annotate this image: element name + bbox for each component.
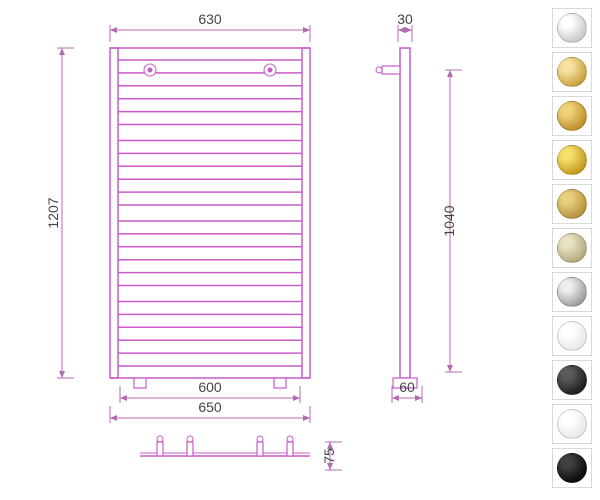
swatch-ball bbox=[557, 101, 587, 131]
svg-text:30: 30 bbox=[397, 11, 413, 27]
swatch-gold[interactable] bbox=[552, 96, 592, 136]
svg-text:1040: 1040 bbox=[441, 205, 457, 236]
swatch-ball bbox=[557, 145, 587, 175]
svg-text:630: 630 bbox=[198, 11, 222, 27]
swatch-ball bbox=[557, 57, 587, 87]
svg-text:650: 650 bbox=[198, 399, 222, 415]
svg-text:1207: 1207 bbox=[45, 197, 61, 228]
swatch-ball bbox=[557, 321, 587, 351]
swatch-ball bbox=[557, 233, 587, 263]
svg-text:600: 600 bbox=[198, 379, 222, 395]
swatch-gold-matte[interactable] bbox=[552, 184, 592, 224]
swatch-ball bbox=[557, 453, 587, 483]
swatch-gold-bright[interactable] bbox=[552, 140, 592, 180]
svg-text:75: 75 bbox=[321, 448, 337, 464]
diagram-stage: 630 1207 600 650 30 1040 60 75 bbox=[0, 0, 600, 500]
swatch-silver[interactable] bbox=[552, 272, 592, 312]
svg-text:60: 60 bbox=[399, 379, 415, 395]
swatch-ball bbox=[557, 277, 587, 307]
swatch-white2[interactable] bbox=[552, 404, 592, 444]
swatch-black-matte[interactable] bbox=[552, 360, 592, 400]
swatch-brushed[interactable] bbox=[552, 228, 592, 268]
swatch-white[interactable] bbox=[552, 316, 592, 356]
swatch-black[interactable] bbox=[552, 448, 592, 488]
swatch-gold-light[interactable] bbox=[552, 52, 592, 92]
color-swatch-column bbox=[552, 8, 592, 488]
swatch-ball bbox=[557, 409, 587, 439]
swatch-ball bbox=[557, 13, 587, 43]
swatch-ball bbox=[557, 365, 587, 395]
swatch-chrome[interactable] bbox=[552, 8, 592, 48]
technical-drawing: 630 1207 600 650 30 1040 60 75 bbox=[0, 0, 600, 500]
swatch-ball bbox=[557, 189, 587, 219]
